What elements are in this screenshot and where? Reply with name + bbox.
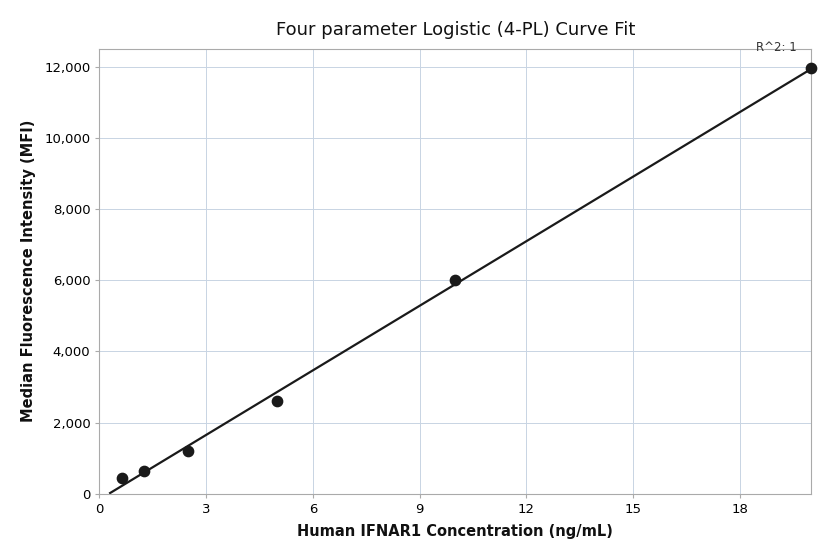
X-axis label: Human IFNAR1 Concentration (ng/mL): Human IFNAR1 Concentration (ng/mL) xyxy=(297,524,613,539)
Y-axis label: Median Fluorescence Intensity (MFI): Median Fluorescence Intensity (MFI) xyxy=(21,120,36,422)
Point xyxy=(115,473,128,482)
Point xyxy=(137,466,151,475)
Point xyxy=(270,396,284,405)
Point xyxy=(805,64,818,73)
Point xyxy=(448,276,462,284)
Text: R^2: 1: R^2: 1 xyxy=(756,41,797,54)
Point xyxy=(181,446,195,455)
Title: Four parameter Logistic (4-PL) Curve Fit: Four parameter Logistic (4-PL) Curve Fit xyxy=(275,21,635,39)
